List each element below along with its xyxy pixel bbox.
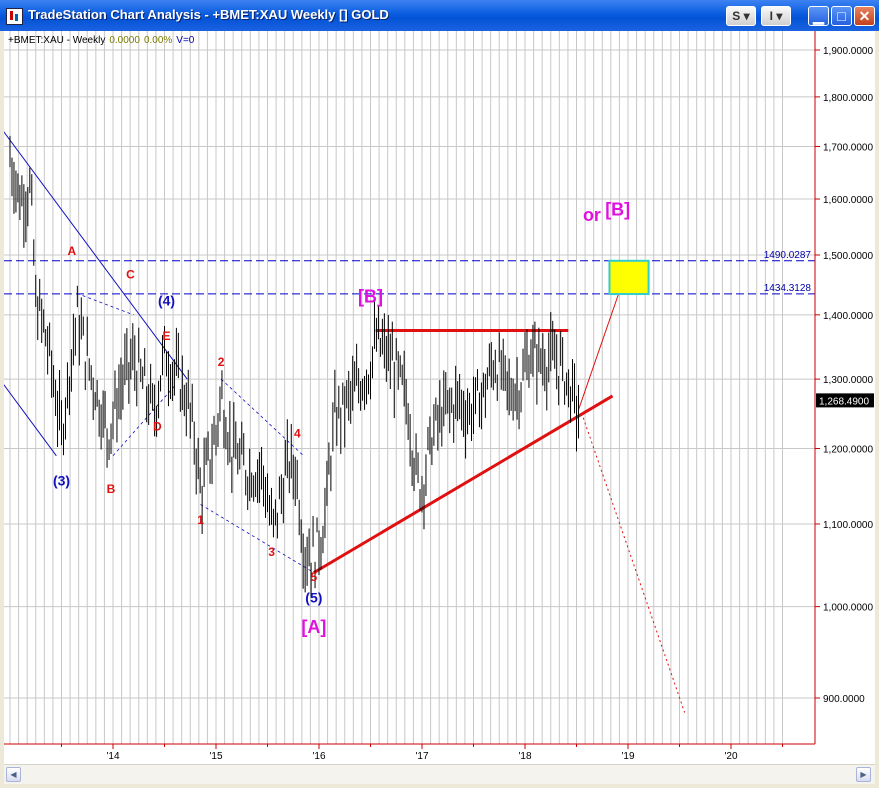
x-tick-label: '17 bbox=[415, 751, 428, 762]
y-tick-label: 1,600.0000 bbox=[823, 195, 873, 206]
styles-menu-button[interactable]: S ▾ bbox=[726, 6, 756, 26]
x-tick-label: '19 bbox=[621, 751, 634, 762]
axes: 1,900.0000 1,800.0000 1,700.0000 1,600.0000… bbox=[4, 31, 874, 762]
wave-label: (3) bbox=[53, 472, 70, 488]
close-button[interactable]: ✕ bbox=[854, 6, 875, 26]
price-chart[interactable]: 1490.0287 1434.3128 (3) A B C (4) E D 1 2 3 4 5 (5) [A… bbox=[4, 31, 875, 764]
horizontal-scrollbar[interactable]: ◀ ▶ bbox=[4, 764, 875, 784]
scroll-left-icon[interactable]: ◀ bbox=[6, 767, 21, 782]
x-tick-label: '14 bbox=[106, 751, 119, 762]
wave-label: or bbox=[583, 205, 601, 225]
wave-label: 3 bbox=[268, 545, 275, 559]
maximize-button[interactable]: □ bbox=[831, 6, 852, 26]
y-tick-label: 1,100.0000 bbox=[823, 520, 873, 531]
last-price-label: 1,268.4900 bbox=[819, 396, 869, 407]
title-bar[interactable]: TradeStation Chart Analysis - +BMET:XAU … bbox=[0, 0, 879, 31]
target-box bbox=[608, 259, 650, 296]
channel-lower-line bbox=[4, 384, 57, 457]
triangle-line bbox=[76, 293, 134, 316]
x-tick-label: '16 bbox=[312, 751, 325, 762]
price-bars bbox=[9, 135, 579, 597]
styles-menu-label: S bbox=[732, 9, 741, 23]
last-price-tag bbox=[816, 393, 874, 408]
minimize-button[interactable]: ▁ bbox=[808, 6, 829, 26]
grid bbox=[4, 31, 815, 744]
y-tick-label: 1,000.0000 bbox=[823, 603, 873, 614]
wave-label: E bbox=[163, 329, 171, 343]
level-label: 1490.0287 bbox=[764, 250, 812, 261]
wave-label: D bbox=[153, 420, 162, 434]
wave-label: [B] bbox=[358, 287, 383, 307]
support-trendline bbox=[313, 394, 614, 574]
triangle-line bbox=[112, 385, 176, 457]
levels: 1490.0287 1434.3128 bbox=[4, 250, 815, 295]
wave-label: (4) bbox=[158, 293, 175, 309]
level-label: 1434.3128 bbox=[764, 283, 812, 294]
maximize-icon: □ bbox=[837, 8, 846, 24]
change-label: 0.00% bbox=[144, 35, 172, 46]
downside-projection-line bbox=[581, 412, 686, 713]
y-tick-label: 1,700.0000 bbox=[823, 142, 873, 153]
wave-label: B bbox=[107, 482, 116, 496]
y-tick-label: 1,200.0000 bbox=[823, 445, 873, 456]
y-tick-label: 900.0000 bbox=[823, 694, 865, 705]
wave-label: (5) bbox=[305, 589, 322, 605]
wedge-line bbox=[220, 378, 304, 457]
y-tick-label: 1,500.0000 bbox=[823, 251, 873, 262]
wave-label: C bbox=[126, 267, 135, 281]
x-tick-label: '20 bbox=[724, 751, 737, 762]
wave-label: 2 bbox=[218, 355, 225, 369]
chart-area[interactable]: 1490.0287 1434.3128 (3) A B C (4) E D 1 2 3 4 5 (5) [A… bbox=[4, 31, 875, 764]
wave-label: 1 bbox=[197, 513, 204, 527]
drawings bbox=[4, 131, 686, 713]
chevron-down-icon: ▾ bbox=[776, 9, 783, 23]
y-tick-label: 1,800.0000 bbox=[823, 93, 873, 104]
y-tick-label: 1,300.0000 bbox=[823, 375, 873, 386]
upside-projection-line bbox=[578, 272, 627, 410]
y-tick-label: 1,400.0000 bbox=[823, 311, 873, 322]
volume-label: V=0 bbox=[176, 35, 195, 46]
wave-label: A bbox=[67, 244, 76, 258]
chevron-down-icon: ▾ bbox=[743, 9, 750, 23]
close-icon: ✕ bbox=[858, 8, 871, 24]
wedge-line bbox=[200, 504, 315, 573]
window-title: TradeStation Chart Analysis - +BMET:XAU … bbox=[28, 7, 389, 22]
tradestation-app-icon bbox=[6, 8, 23, 25]
wave-label: [B] bbox=[605, 199, 630, 219]
scroll-right-icon[interactable]: ▶ bbox=[856, 767, 871, 782]
insert-menu-button[interactable]: I ▾ bbox=[761, 6, 791, 26]
wave-label: 5 bbox=[311, 570, 318, 584]
insert-menu-label: I bbox=[769, 9, 773, 23]
x-tick-label: '18 bbox=[518, 751, 531, 762]
symbol-label: +BMET:XAU - Weekly bbox=[8, 35, 105, 46]
channel-upper-line bbox=[4, 131, 188, 380]
value-label: 0.0000 bbox=[109, 35, 140, 46]
chart-info: +BMET:XAU - Weekly 0.0000 0.00% V=0 bbox=[8, 35, 195, 46]
wave-label: 4 bbox=[294, 427, 301, 441]
y-tick-label: 1,900.0000 bbox=[823, 46, 873, 57]
x-tick-label: '15 bbox=[209, 751, 222, 762]
wave-label: [A] bbox=[301, 617, 326, 637]
minimize-icon: ▁ bbox=[813, 8, 824, 24]
